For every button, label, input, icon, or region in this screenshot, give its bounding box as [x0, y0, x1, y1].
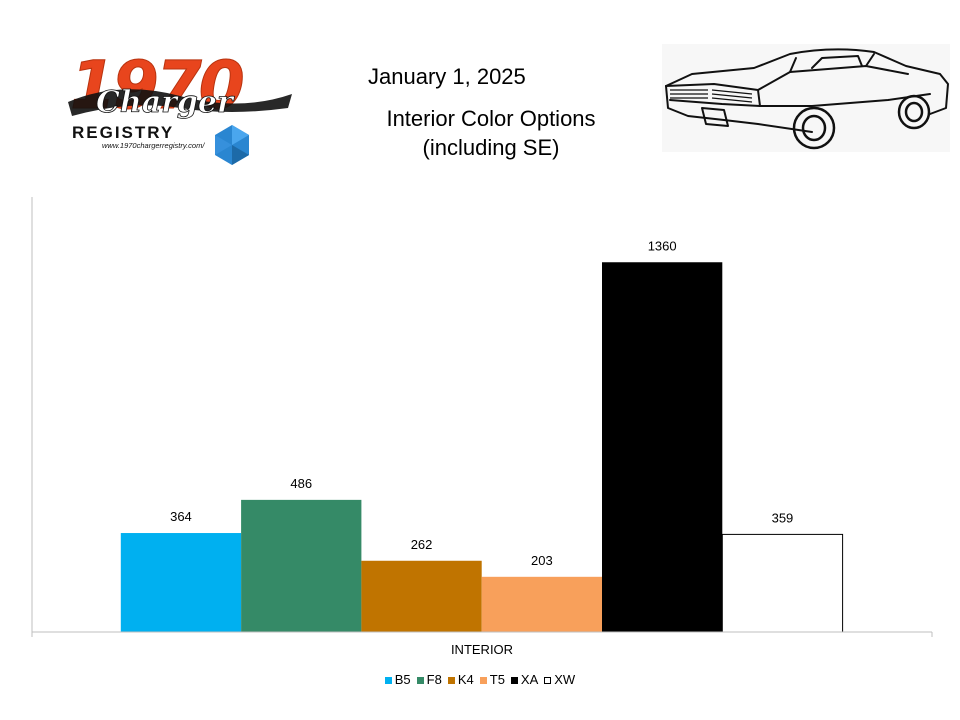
x-category-label: INTERIOR: [451, 642, 513, 657]
registry-logo: 1970 Charger REGISTRY www.1970chargerreg…: [68, 50, 292, 165]
legend-label-k4: K4: [457, 672, 474, 687]
data-label-b5: 364: [170, 509, 192, 524]
bar-xa: [602, 262, 723, 632]
legend-label-f8: F8: [426, 672, 442, 687]
svg-text:Charger: Charger: [96, 85, 235, 120]
legend-label-t5: T5: [489, 672, 505, 687]
svg-text:www.1970chargerregistry.com/: www.1970chargerregistry.com/: [102, 141, 205, 150]
bar-t5: [481, 576, 602, 632]
legend-item-xw: XW: [544, 672, 575, 688]
chart-legend: B5 F8 K4 T5 XA XW: [0, 672, 960, 688]
data-label-t5: 203: [531, 553, 553, 568]
chart-title-line-2: (including SE): [422, 135, 560, 160]
legend-label-xa: XA: [520, 672, 539, 687]
data-label-xa: 1360: [648, 238, 677, 253]
data-label-xw: 359: [772, 510, 794, 525]
legend-swatch-b5: [384, 676, 392, 684]
legend-swatch-f8: [416, 676, 424, 684]
legend-swatch-k4: [447, 676, 455, 684]
legend-swatch-xw: [544, 676, 552, 684]
legend-item-b5: B5: [384, 672, 411, 688]
legend-swatch-t5: [479, 676, 487, 684]
legend-label-b5: B5: [394, 672, 411, 687]
chart-title-line-1: Interior Color Options: [386, 106, 596, 131]
svg-text:1970: 1970: [70, 50, 243, 124]
legend-item-xa: XA: [510, 672, 539, 688]
bar-k4: [361, 560, 482, 632]
legend-swatch-xa: [510, 676, 518, 684]
bar-xw: [721, 533, 844, 633]
legend-label-xw: XW: [554, 672, 576, 687]
data-label-k4: 262: [411, 537, 433, 552]
svg-text:REGISTRY: REGISTRY: [72, 123, 174, 142]
bar-f8: [241, 499, 362, 632]
legend-item-k4: K4: [447, 672, 474, 688]
bar-b5: [120, 533, 242, 632]
data-label-f8: 486: [290, 476, 312, 491]
car-illustration: [662, 44, 950, 152]
legend-item-t5: T5: [479, 672, 505, 688]
chart-title: Interior Color Options (including SE): [362, 104, 620, 162]
legend-item-f8: F8: [416, 672, 442, 688]
report-date: January 1, 2025: [368, 64, 526, 89]
